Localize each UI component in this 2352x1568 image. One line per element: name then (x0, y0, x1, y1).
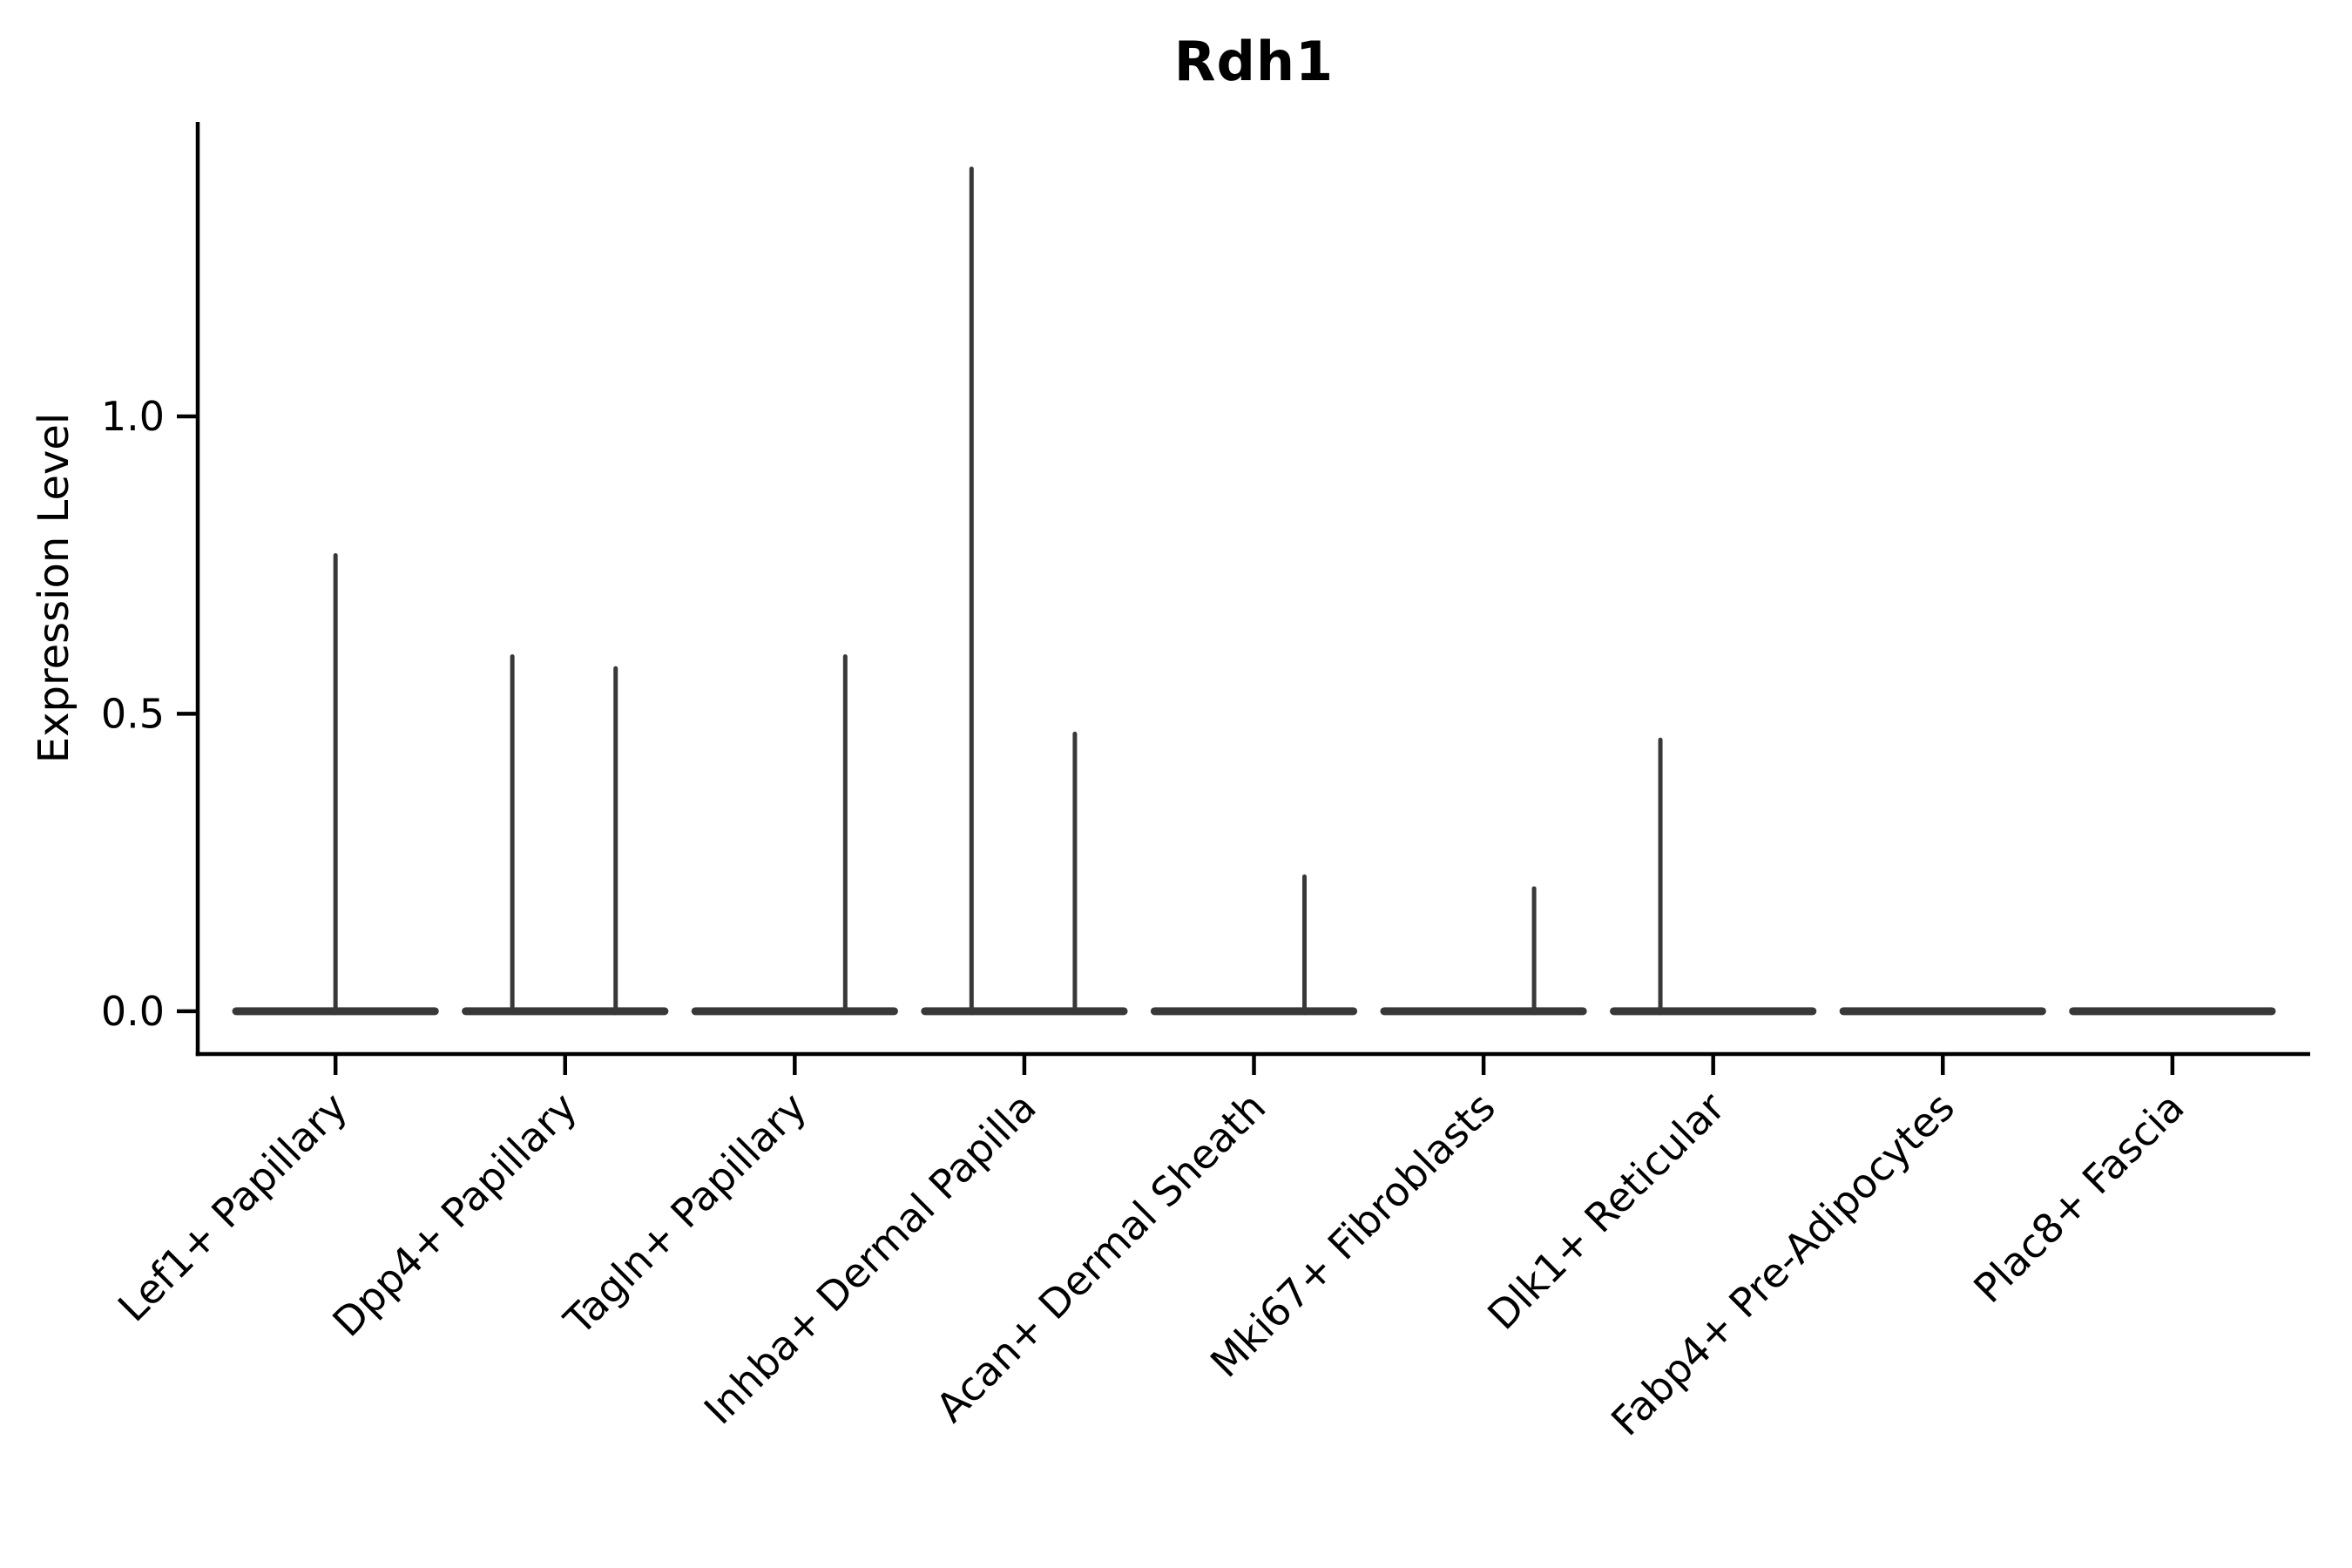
violin-spike (969, 166, 974, 1016)
x-tick-label: Plac8+ Fascia (1964, 1084, 2193, 1312)
violin-spike (333, 553, 338, 1016)
violin-spike (1531, 886, 1537, 1016)
violin-spike (613, 666, 618, 1016)
violin-body (462, 1007, 669, 1016)
chart-title: Rdh1 (1173, 30, 1335, 93)
violin-body (232, 1007, 439, 1016)
violin-spike (1301, 874, 1307, 1016)
y-tick-label: 1.0 (101, 393, 165, 440)
violin-body (2069, 1007, 2276, 1016)
violin-body (1380, 1007, 1587, 1016)
y-tick-label: 0.0 (101, 988, 165, 1035)
violin-body (1610, 1007, 1817, 1016)
violin-body (1150, 1007, 1358, 1016)
x-tick-label: Dpp4+ Papillary (323, 1084, 585, 1346)
y-tick-label: 0.5 (101, 690, 165, 737)
violin-body (691, 1007, 898, 1016)
violin-spike (1658, 737, 1663, 1016)
violin-body (921, 1007, 1128, 1016)
x-tick-label: Dlk1+ Reticular (1478, 1084, 1734, 1339)
violin-spike (842, 654, 848, 1016)
x-tick-label: Lef1+ Papillary (109, 1084, 356, 1331)
violin-spike (1072, 731, 1078, 1016)
violin-spike (510, 654, 515, 1016)
x-tick-label: Tagln+ Papillary (555, 1084, 816, 1345)
violin-body (1839, 1007, 2046, 1016)
